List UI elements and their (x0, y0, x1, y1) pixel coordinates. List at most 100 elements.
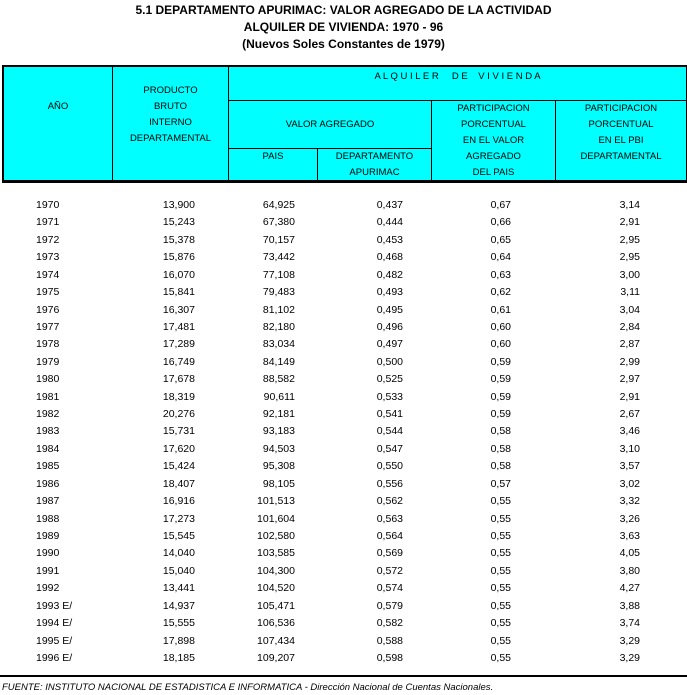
cell-pais: 103,585 (257, 547, 295, 560)
footer-divider (0, 675, 687, 677)
table-row: 1983 15,731 93,183 0,544 0,58 3,46 (0, 425, 687, 442)
table-row: 1975 15,841 79,483 0,493 0,62 3,11 (0, 286, 687, 303)
cell-part-va: 0,57 (490, 477, 511, 490)
cell-part-va: 0,59 (490, 390, 511, 403)
table-row: 1991 15,040 104,300 0,572 0,55 3,80 (0, 565, 687, 582)
table-row: 1972 15,378 70,157 0,453 0,65 2,95 (0, 234, 687, 251)
cell-departamento: 0,579 (376, 599, 403, 612)
cell-part-pbi: 3,11 (620, 286, 640, 299)
cell-pais: 84,149 (262, 355, 295, 368)
cell-part-pbi: 2,99 (619, 355, 640, 368)
header-pbi-line: PRODUCTO (143, 85, 198, 96)
cell-pais: 81,102 (262, 303, 295, 316)
cell-part-pbi: 4,05 (619, 547, 640, 560)
cell-part-pbi: 2,67 (619, 408, 640, 421)
cell-year: 1976 (36, 303, 60, 316)
cell-departamento: 0,525 (376, 373, 403, 386)
cell-pbi: 17,289 (162, 338, 195, 351)
cell-year: 1986 (36, 477, 60, 490)
cell-departamento: 0,497 (376, 338, 403, 351)
header-part-pbi: PARTICIPACION PORCENTUAL EN EL PBI DEPAR… (555, 100, 686, 180)
header-part-pbi-line: DEPARTAMENTAL (580, 151, 662, 162)
cell-part-pbi: 2,91 (619, 390, 640, 403)
cell-part-va: 0,55 (490, 617, 511, 630)
cell-part-pbi: 3,29 (619, 651, 640, 664)
cell-part-pbi: 3,46 (619, 425, 640, 438)
table-row: 1974 16,070 77,108 0,482 0,63 3,00 (0, 269, 687, 286)
cell-year: 1987 (36, 495, 60, 508)
cell-part-va: 0,67 (490, 199, 511, 211)
cell-part-pbi: 2,87 (619, 338, 640, 351)
cell-pbi: 18,319 (162, 390, 195, 403)
cell-pbi: 15,424 (162, 460, 195, 473)
header-part-va: PARTICIPACION PORCENTUAL EN EL VALOR AGR… (431, 100, 555, 180)
cell-pbi: 15,731 (162, 425, 195, 438)
table-row: 1976 16,307 81,102 0,495 0,61 3,04 (0, 304, 687, 321)
cell-pais: 82,180 (262, 320, 295, 333)
cell-departamento: 0,533 (376, 390, 403, 403)
table-row: 1995 E/17,898 107,434 0,588 0,55 3,29 (0, 635, 687, 652)
cell-departamento: 0,550 (376, 460, 403, 473)
cell-year: 1992 (36, 582, 60, 595)
cell-part-va: 0,59 (490, 355, 511, 368)
cell-part-pbi: 2,95 (619, 251, 640, 264)
cell-pbi: 16,749 (162, 355, 195, 368)
cell-year: 1991 (36, 564, 60, 577)
cell-departamento: 0,444 (376, 216, 403, 229)
cell-pbi: 17,620 (162, 442, 195, 455)
cell-part-pbi: 2,84 (619, 320, 640, 333)
cell-departamento: 0,500 (376, 355, 403, 368)
cell-year: 1984 (36, 442, 60, 455)
cell-part-pbi: 3,80 (619, 564, 640, 577)
cell-part-pbi: 3,88 (619, 599, 640, 612)
cell-part-va: 0,55 (490, 564, 511, 577)
header-part-va-line: PORCENTUAL (461, 119, 526, 130)
header-pais: PAIS (228, 148, 317, 180)
cell-departamento: 0,544 (376, 425, 403, 438)
cell-part-va: 0,64 (490, 251, 511, 264)
table-row: 1978 17,289 83,034 0,497 0,60 2,87 (0, 338, 687, 355)
cell-part-pbi: 3,04 (619, 303, 640, 316)
cell-part-pbi: 3,26 (619, 512, 640, 525)
cell-part-pbi: 4,27 (619, 582, 640, 595)
table-header: AÑO PRODUCTO BRUTO INTERNO DEPARTAMENTAL… (2, 65, 687, 183)
table-row: 1996 E/18,185 109,207 0,598 0,55 3,29 (0, 652, 687, 669)
cell-part-va: 0,63 (490, 268, 511, 281)
cell-year: 1975 (36, 286, 60, 299)
cell-part-pbi: 3,14 (619, 199, 640, 211)
cell-departamento: 0,495 (376, 303, 403, 316)
cell-part-pbi: 3,02 (619, 477, 640, 490)
cell-departamento: 0,564 (376, 529, 403, 542)
header-pbi-line: BRUTO (153, 101, 188, 112)
table-row: 1986 18,407 98,105 0,556 0,57 3,02 (0, 478, 687, 495)
table-row: 1979 16,749 84,149 0,500 0,59 2,99 (0, 356, 687, 373)
cell-year: 1970 (36, 199, 60, 211)
cell-departamento: 0,437 (376, 199, 403, 211)
header-valor-agregado-label: VALOR AGREGADO (285, 118, 375, 130)
cell-pbi: 15,555 (162, 617, 195, 630)
header-part-va-line: PARTICIPACION (457, 103, 530, 114)
cell-year: 1995 E/ (36, 634, 73, 647)
cell-pais: 64,925 (262, 199, 295, 211)
header-pbi-line: DEPARTAMENTAL (129, 133, 212, 144)
cell-part-va: 0,55 (490, 634, 511, 647)
cell-year: 1981 (36, 390, 60, 403)
table-row: 1980 17,678 88,582 0,525 0,59 2,97 (0, 373, 687, 390)
table-row: 1990 14,040 103,585 0,569 0,55 4,05 (0, 547, 687, 564)
cell-departamento: 0,547 (376, 442, 403, 455)
cell-departamento: 0,562 (376, 495, 403, 508)
cell-pbi: 17,678 (162, 373, 195, 386)
cell-departamento: 0,572 (376, 564, 403, 577)
cell-pbi: 15,378 (162, 233, 195, 246)
cell-departamento: 0,598 (376, 651, 403, 664)
cell-year: 1989 (36, 529, 60, 542)
cell-departamento: 0,468 (376, 251, 403, 264)
cell-pais: 77,108 (262, 268, 295, 281)
cell-pbi: 13,900 (162, 199, 195, 211)
table-row: 1970 13,900 64,925 0,437 0,67 3,14 (0, 199, 687, 216)
cell-pais: 98,105 (262, 477, 295, 490)
cell-pbi: 15,040 (162, 564, 195, 577)
header-part-va-line: EN EL VALOR (462, 135, 525, 146)
table-row: 1989 15,545 102,580 0,564 0,55 3,63 (0, 530, 687, 547)
